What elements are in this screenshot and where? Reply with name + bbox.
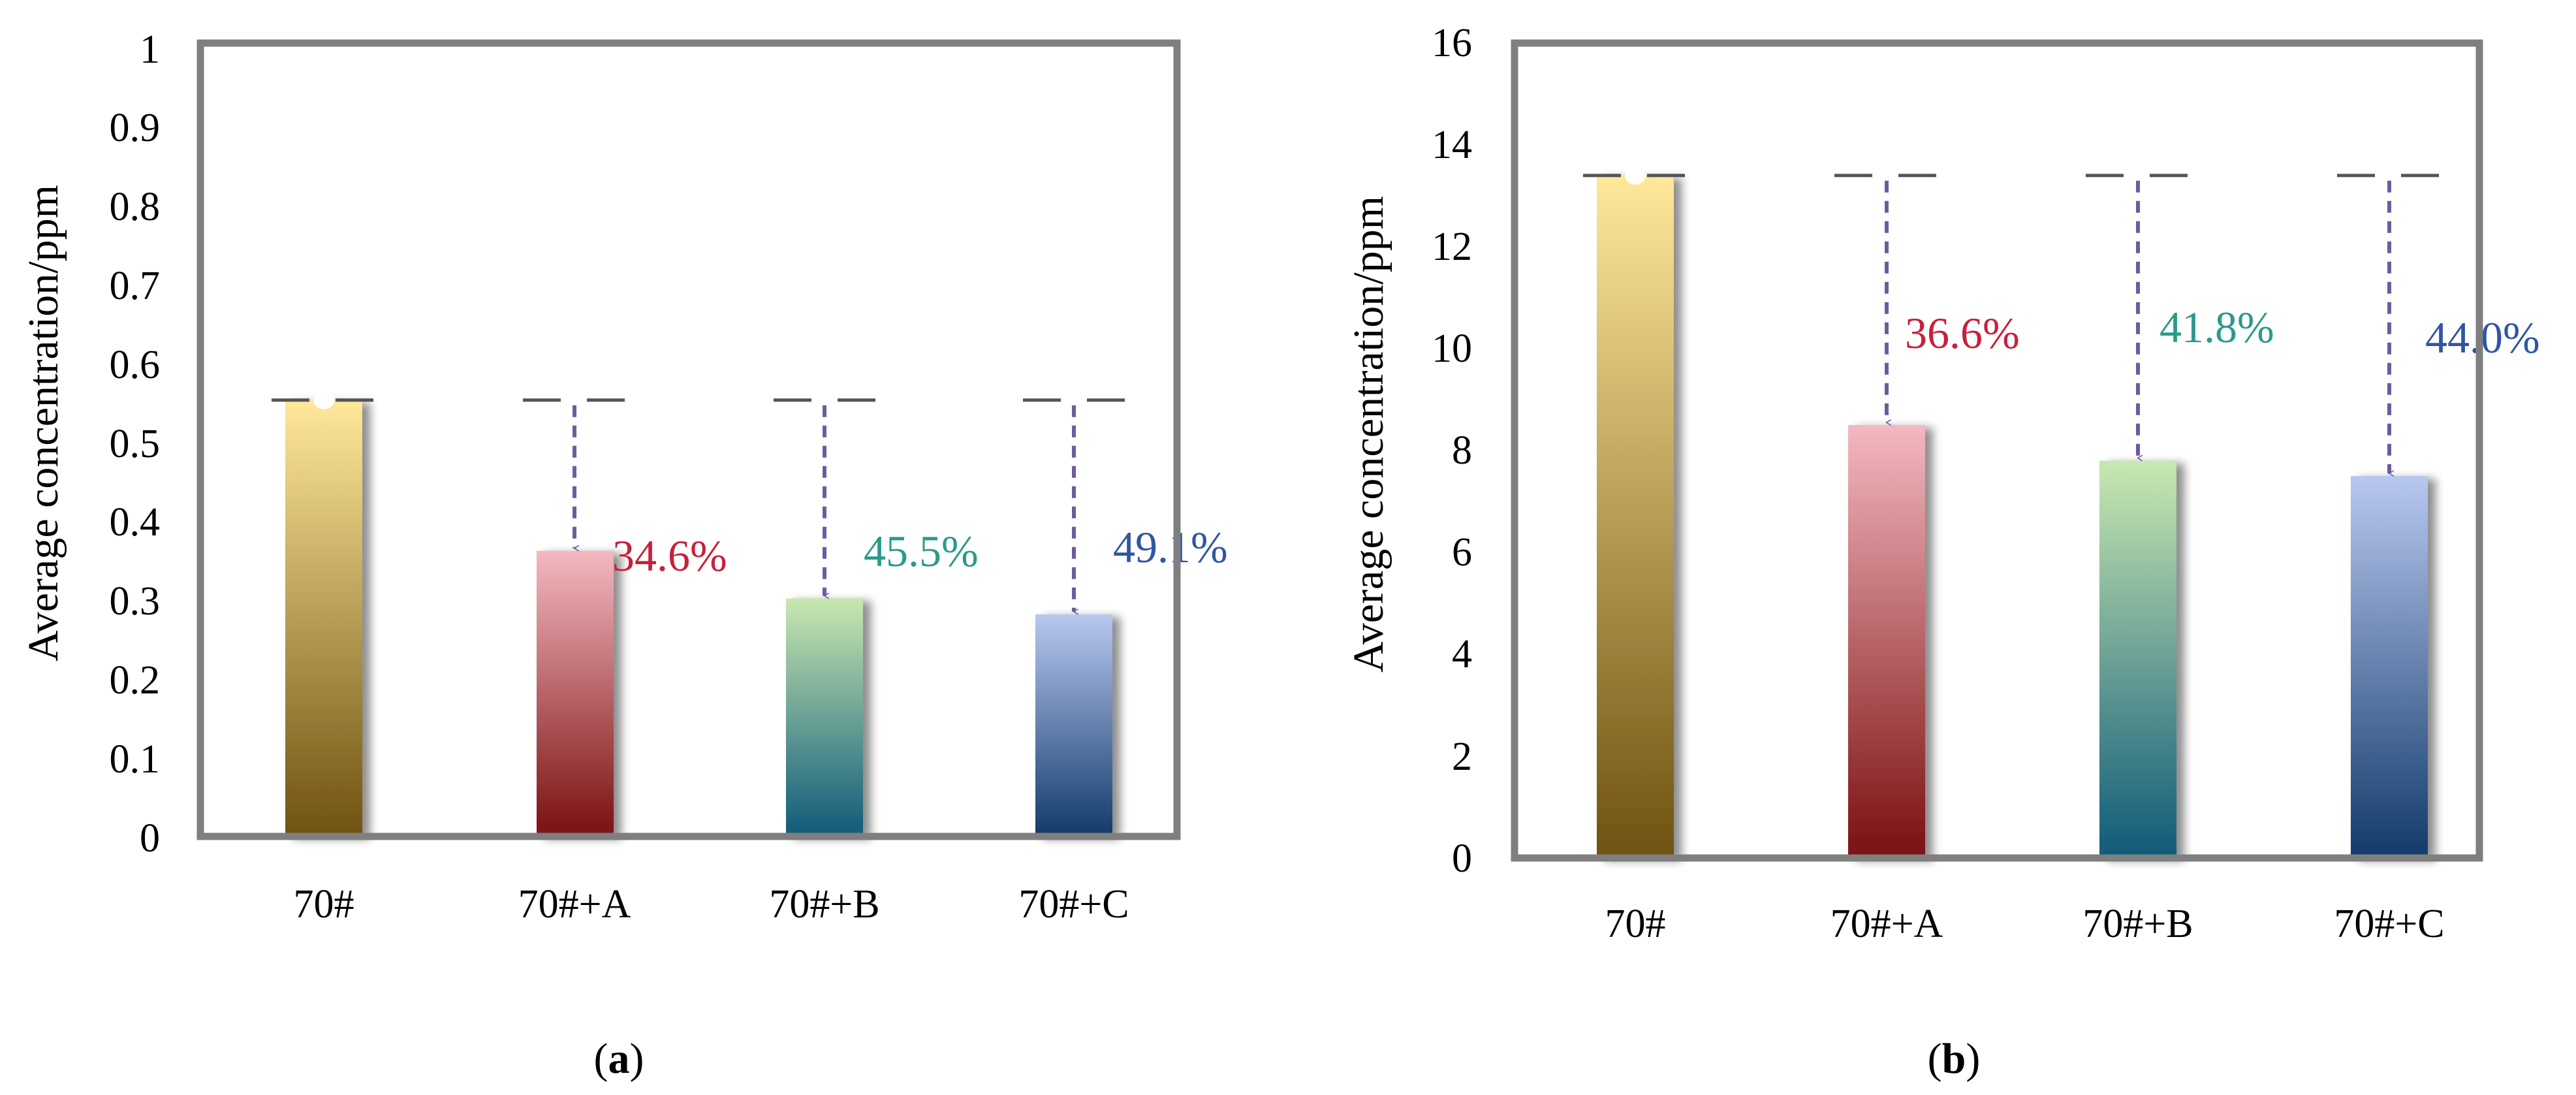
y-tick-label: 8 bbox=[1452, 428, 1472, 473]
bar bbox=[285, 400, 362, 836]
x-tick-labels: 70# 70#+A 70#+B 70#+C bbox=[1605, 902, 2445, 946]
x-tick-labels: 70# 70#+A 70#+B 70#+C bbox=[294, 882, 1129, 927]
panel-caption: (b) bbox=[1928, 1035, 1981, 1083]
y-tick-label: 0 bbox=[140, 816, 160, 861]
chart-panel-a: Average concentration/ppm 0 0.1 0.2 0.3 … bbox=[20, 27, 1228, 1083]
y-tick-label: 10 bbox=[1432, 326, 1472, 371]
chart-panel-b: Average concentration/ppm 0 2 4 6 8 10 1… bbox=[1345, 21, 2540, 1083]
percent-label: 41.8% bbox=[2160, 302, 2274, 352]
y-axis-label: Average concentration/ppm bbox=[20, 185, 67, 661]
y-tick-labels: 0 2 4 6 8 10 12 14 16 bbox=[1432, 21, 1472, 881]
y-tick-label: 0.3 bbox=[110, 579, 161, 624]
percent-label: 34.6% bbox=[612, 531, 727, 580]
y-axis-label: Average concentration/ppm bbox=[1345, 196, 1392, 673]
panel-caption: (a) bbox=[594, 1035, 644, 1083]
x-tick-label: 70#+A bbox=[1830, 902, 1943, 946]
y-tick-label: 0.6 bbox=[110, 343, 161, 387]
plot-frame bbox=[1511, 39, 2483, 862]
y-tick-label: 0.5 bbox=[110, 422, 161, 466]
bar bbox=[1848, 425, 1925, 858]
percent-labels: 34.6% 45.5% 49.1% bbox=[612, 522, 1228, 580]
y-tick-label: 2 bbox=[1452, 735, 1472, 779]
y-tick-label: 12 bbox=[1432, 225, 1472, 269]
bar bbox=[1035, 614, 1112, 836]
y-tick-label: 1 bbox=[140, 27, 160, 72]
x-tick-label: 70#+B bbox=[2082, 902, 2193, 946]
y-tick-label: 0.7 bbox=[110, 264, 161, 308]
reduction-arrows bbox=[1885, 180, 2389, 473]
percent-label: 36.6% bbox=[1905, 308, 2020, 358]
y-tick-label: 4 bbox=[1452, 632, 1472, 676]
percent-labels: 36.6% 41.8% 44.0% bbox=[1905, 302, 2540, 362]
y-tick-labels: 0 0.1 0.2 0.3 0.4 0.5 0.6 0.7 0.8 0.9 1 bbox=[110, 27, 161, 861]
bar-notch bbox=[1625, 166, 1646, 185]
x-tick-label: 70#+C bbox=[2334, 902, 2444, 946]
bar bbox=[537, 550, 614, 836]
bars bbox=[1597, 175, 2428, 858]
bars bbox=[285, 400, 1112, 836]
y-tick-label: 0.1 bbox=[110, 737, 161, 782]
y-tick-label: 0.9 bbox=[110, 106, 161, 150]
y-tick-label: 0.8 bbox=[110, 185, 161, 229]
y-tick-label: 0.4 bbox=[110, 500, 161, 545]
reduction-arrows bbox=[573, 405, 1074, 612]
percent-label: 49.1% bbox=[1113, 522, 1228, 572]
y-tick-label: 16 bbox=[1432, 21, 1472, 65]
x-tick-label: 70#+B bbox=[769, 882, 879, 927]
plot-frame bbox=[196, 39, 1181, 840]
bar bbox=[2099, 460, 2176, 858]
bar-notch bbox=[313, 390, 334, 409]
percent-label: 45.5% bbox=[864, 526, 979, 576]
x-tick-label: 70#+C bbox=[1018, 882, 1129, 927]
y-tick-label: 6 bbox=[1452, 530, 1472, 575]
x-tick-label: 70# bbox=[1605, 902, 1666, 946]
x-tick-label: 70# bbox=[294, 882, 354, 927]
bar bbox=[1597, 175, 1674, 858]
bar bbox=[2351, 476, 2428, 858]
y-tick-label: 14 bbox=[1432, 123, 1472, 167]
y-tick-label: 0 bbox=[1452, 836, 1472, 881]
bar bbox=[786, 598, 863, 836]
x-tick-label: 70#+A bbox=[518, 882, 631, 927]
y-tick-label: 0.2 bbox=[110, 658, 161, 703]
